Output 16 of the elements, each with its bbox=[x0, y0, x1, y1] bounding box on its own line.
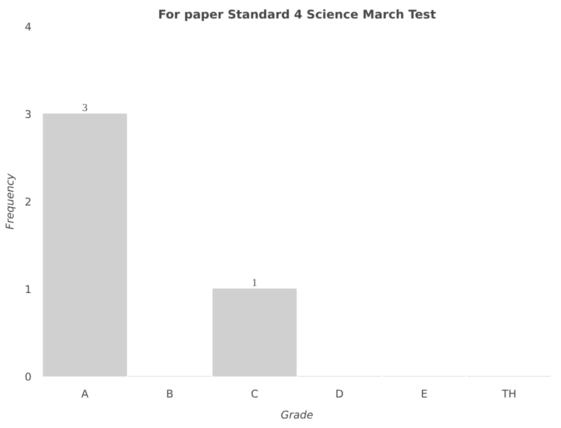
x-axis-title: Grade bbox=[280, 408, 314, 422]
x-tick-label: B bbox=[166, 388, 174, 400]
y-tick-label: 0 bbox=[24, 370, 32, 384]
x-tick-label: A bbox=[81, 388, 90, 400]
data-label: 1 bbox=[252, 278, 258, 289]
y-tick-label: 1 bbox=[24, 283, 32, 296]
x-tick-label: C bbox=[250, 388, 258, 400]
chart-title: For paper Standard 4 Science March Test bbox=[158, 8, 436, 22]
x-tick-label: D bbox=[335, 388, 344, 400]
data-label: 3 bbox=[82, 103, 88, 114]
y-tick-label: 4 bbox=[24, 20, 32, 34]
x-tick-label: E bbox=[420, 388, 428, 400]
y-tick-label: 2 bbox=[24, 196, 32, 208]
y-axis-title: Frequency bbox=[4, 172, 17, 230]
x-tick-label: TH bbox=[500, 388, 516, 400]
y-tick-label: 3 bbox=[24, 108, 32, 121]
